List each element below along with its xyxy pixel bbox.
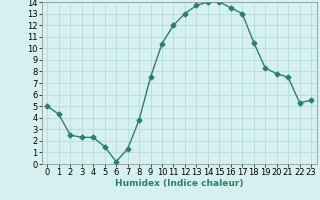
X-axis label: Humidex (Indice chaleur): Humidex (Indice chaleur) [115,179,244,188]
